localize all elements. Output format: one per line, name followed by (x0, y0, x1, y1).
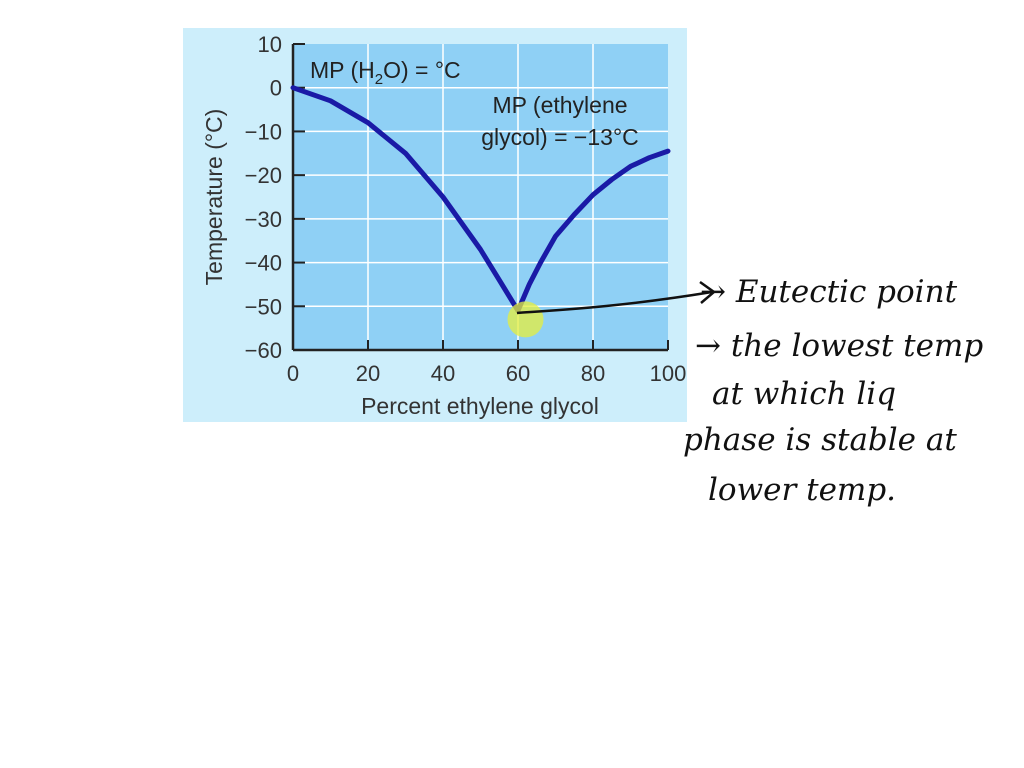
glycol-mp-annotation-line2: glycol) = −13°C (481, 124, 639, 150)
x-axis-label: Percent ethylene glycol (361, 393, 599, 419)
eutectic-highlight (507, 301, 544, 338)
x-tick-label: 80 (581, 361, 605, 386)
y-tick-label: 0 (270, 76, 282, 101)
x-tick-label: 20 (356, 361, 380, 386)
liquidus-curve-1 (290, 85, 521, 314)
note-line-3: at which liq (712, 376, 896, 412)
y-tick-label: −40 (245, 251, 282, 276)
y-tick-label: −60 (245, 338, 282, 363)
axes (291, 43, 669, 352)
y-tick-label: −50 (245, 294, 282, 319)
x-tick-label: 60 (506, 361, 530, 386)
x-tick-label: 100 (650, 361, 687, 386)
annotation-arrow (516, 280, 717, 315)
y-tick-label: −20 (245, 163, 282, 188)
liquidus-curve-2 (515, 148, 671, 314)
x-tick-label: 0 (287, 361, 299, 386)
glycol-mp-annotation-line1: MP (ethylene (492, 92, 627, 118)
note-line-1: → Eutectic point (700, 274, 958, 310)
plot-area (293, 44, 668, 350)
note-line-2: → the lowest temp (695, 328, 983, 364)
x-tick-label: 40 (431, 361, 455, 386)
y-tick-label: −30 (245, 207, 282, 232)
water-mp-annotation: MP (H2O) = °C (310, 57, 461, 88)
y-axis-label: Temperature (°C) (201, 109, 227, 286)
note-line-5: lower temp. (708, 472, 896, 508)
note-line-4: phase is stable at (683, 422, 957, 458)
y-tick-label: 10 (258, 32, 282, 57)
y-tick-label: −10 (245, 119, 282, 144)
